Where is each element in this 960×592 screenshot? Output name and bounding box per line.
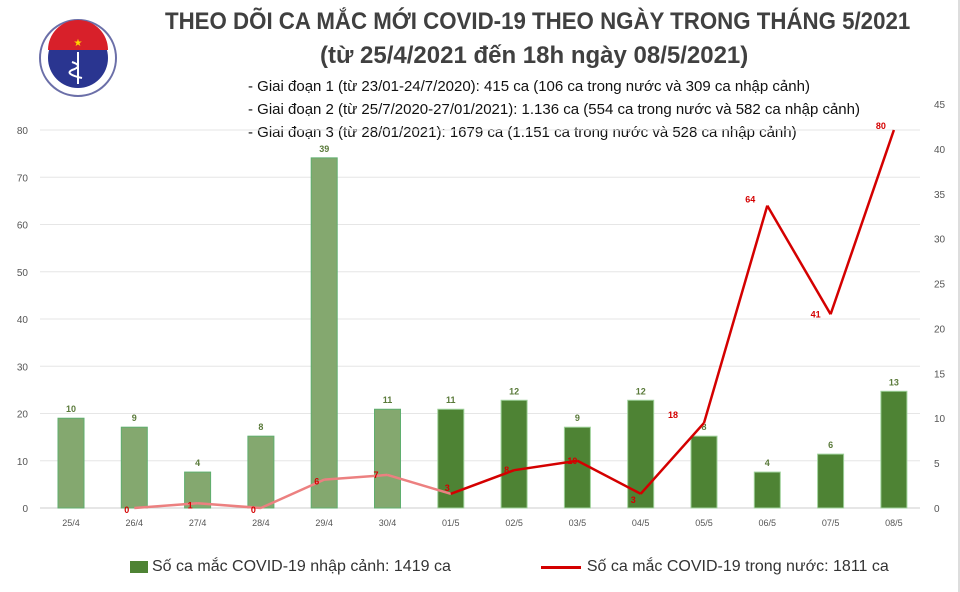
x-tick-label: 27/4 <box>189 518 207 528</box>
bar-29/4 <box>310 157 338 509</box>
bar-label: 6 <box>828 440 833 450</box>
left-axis-tick: 50 <box>17 268 29 279</box>
x-tick-label: 01/5 <box>442 518 460 528</box>
x-tick-label: 25/4 <box>62 518 80 528</box>
bar-label: 8 <box>701 422 706 432</box>
line-segment <box>576 459 642 495</box>
bar-label: 12 <box>509 386 519 396</box>
right-axis-tick: 40 <box>934 145 946 156</box>
bar-05/5 <box>690 435 718 509</box>
x-tick-label: 05/5 <box>695 518 713 528</box>
right-axis-tick: 35 <box>934 190 946 201</box>
bar-28/4 <box>247 435 275 509</box>
bar-07/5 <box>817 453 845 509</box>
line-segment <box>766 204 832 315</box>
line-segment <box>639 422 705 495</box>
line-label: 64 <box>745 195 755 205</box>
chart-subtitle: (từ 25/4/2021 đến 18h ngày 08/5/2021) <box>320 42 749 69</box>
right-axis-tick: 25 <box>934 280 946 291</box>
left-axis-tick: 80 <box>17 126 29 137</box>
line-segment <box>260 478 325 510</box>
chart-title: THEO DÕI CA MẮC MỚI COVID-19 THEO NGÀY T… <box>165 8 911 35</box>
bar-label: 12 <box>636 386 646 396</box>
svg-text:★: ★ <box>74 38 83 49</box>
bar-label: 4 <box>765 458 770 468</box>
note-phase-2: - Giai đoạn 2 (từ 25/7/2020-27/01/2021):… <box>248 101 860 118</box>
bar-30/4 <box>374 408 401 509</box>
line-label: 8 <box>504 465 509 475</box>
legend: Số ca mắc COVID-19 nhập cảnh: 1419 ca Số… <box>130 558 889 576</box>
note-phase-1: - Giai đoạn 1 (từ 23/01-24/7/2020): 415 … <box>248 78 810 95</box>
x-tick-label: 02/5 <box>505 518 523 528</box>
line-segment <box>387 473 452 496</box>
left-axis-tick: 0 <box>22 504 28 515</box>
line-segment <box>324 473 388 481</box>
x-tick-label: 26/4 <box>126 518 144 528</box>
line-label: 18 <box>668 410 678 420</box>
bar-25/4 <box>57 417 85 509</box>
x-tick-label: 08/5 <box>885 518 903 528</box>
bar-03/5 <box>563 426 591 509</box>
left-axis-tick: 10 <box>17 457 29 468</box>
line-label: 0 <box>251 505 256 515</box>
bar-label: 8 <box>258 422 263 432</box>
bar-27/4 <box>184 471 212 509</box>
line-label: 3 <box>631 495 636 505</box>
bar-06/5 <box>753 471 781 509</box>
left-axis-tick: 70 <box>17 173 29 184</box>
left-axis-tick: 30 <box>17 362 29 373</box>
line-label: 6 <box>314 477 319 487</box>
x-tick-label: 03/5 <box>569 518 587 528</box>
line-label: 41 <box>811 309 821 319</box>
bar-01/5 <box>437 408 465 509</box>
right-axis-tick: 30 <box>934 235 946 246</box>
line-label: 0 <box>124 505 129 515</box>
line-label: 7 <box>374 470 379 480</box>
right-axis-tick: 0 <box>934 504 940 515</box>
x-tick-label: 07/5 <box>822 518 840 528</box>
line-label: 1 <box>188 500 193 510</box>
bar-02/5 <box>500 399 528 509</box>
bar-label: 11 <box>383 395 393 405</box>
line-segment <box>197 502 261 510</box>
line-label: 80 <box>876 121 886 131</box>
legend-swatch-domestic <box>540 565 581 569</box>
bar-08/5 <box>880 390 908 509</box>
bar-04/5 <box>627 399 655 509</box>
bar-label: 4 <box>195 458 200 468</box>
line-segment <box>829 129 896 315</box>
bar-label: 11 <box>446 395 456 405</box>
left-axis-tick: 20 <box>17 410 29 421</box>
legend-swatch-imported <box>130 561 148 573</box>
right-axis-tick: 15 <box>934 369 946 380</box>
right-axis-tick: 20 <box>934 324 946 335</box>
x-tick-label: 30/4 <box>379 518 397 528</box>
bar-26/4 <box>120 426 148 509</box>
bar-label: 9 <box>575 413 580 423</box>
ministry-of-health-logo: ★ <box>39 19 117 97</box>
line-label: 3 <box>445 483 450 493</box>
legend-label-domestic: Số ca mắc COVID-19 trong nước: 1811 ca <box>586 558 889 575</box>
x-tick-label: 06/5 <box>759 518 777 528</box>
right-axis-tick: 10 <box>934 414 946 425</box>
line-label: 10 <box>567 456 577 466</box>
bar-label: 10 <box>66 404 76 414</box>
x-tick-label: 04/5 <box>632 518 650 528</box>
left-axis-tick: 60 <box>17 221 29 232</box>
right-axis-tick: 5 <box>934 459 940 470</box>
line-segment <box>134 502 198 510</box>
x-tick-label: 29/4 <box>315 518 333 528</box>
line-segment <box>513 459 578 472</box>
line-segment <box>450 469 515 495</box>
left-axis-tick: 40 <box>17 315 29 326</box>
right-axis-tick: 45 <box>934 100 946 111</box>
x-tick-label: 28/4 <box>252 518 270 528</box>
bar-label: 13 <box>889 377 899 387</box>
line-segment <box>702 205 769 424</box>
bar-label: 9 <box>132 413 137 423</box>
bar-label: 39 <box>319 144 329 154</box>
legend-label-imported: Số ca mắc COVID-19 nhập cảnh: 1419 ca <box>152 558 451 575</box>
note-phase-3: - Giai đoạn 3 (từ 28/01/2021): 1679 ca (… <box>248 124 797 141</box>
